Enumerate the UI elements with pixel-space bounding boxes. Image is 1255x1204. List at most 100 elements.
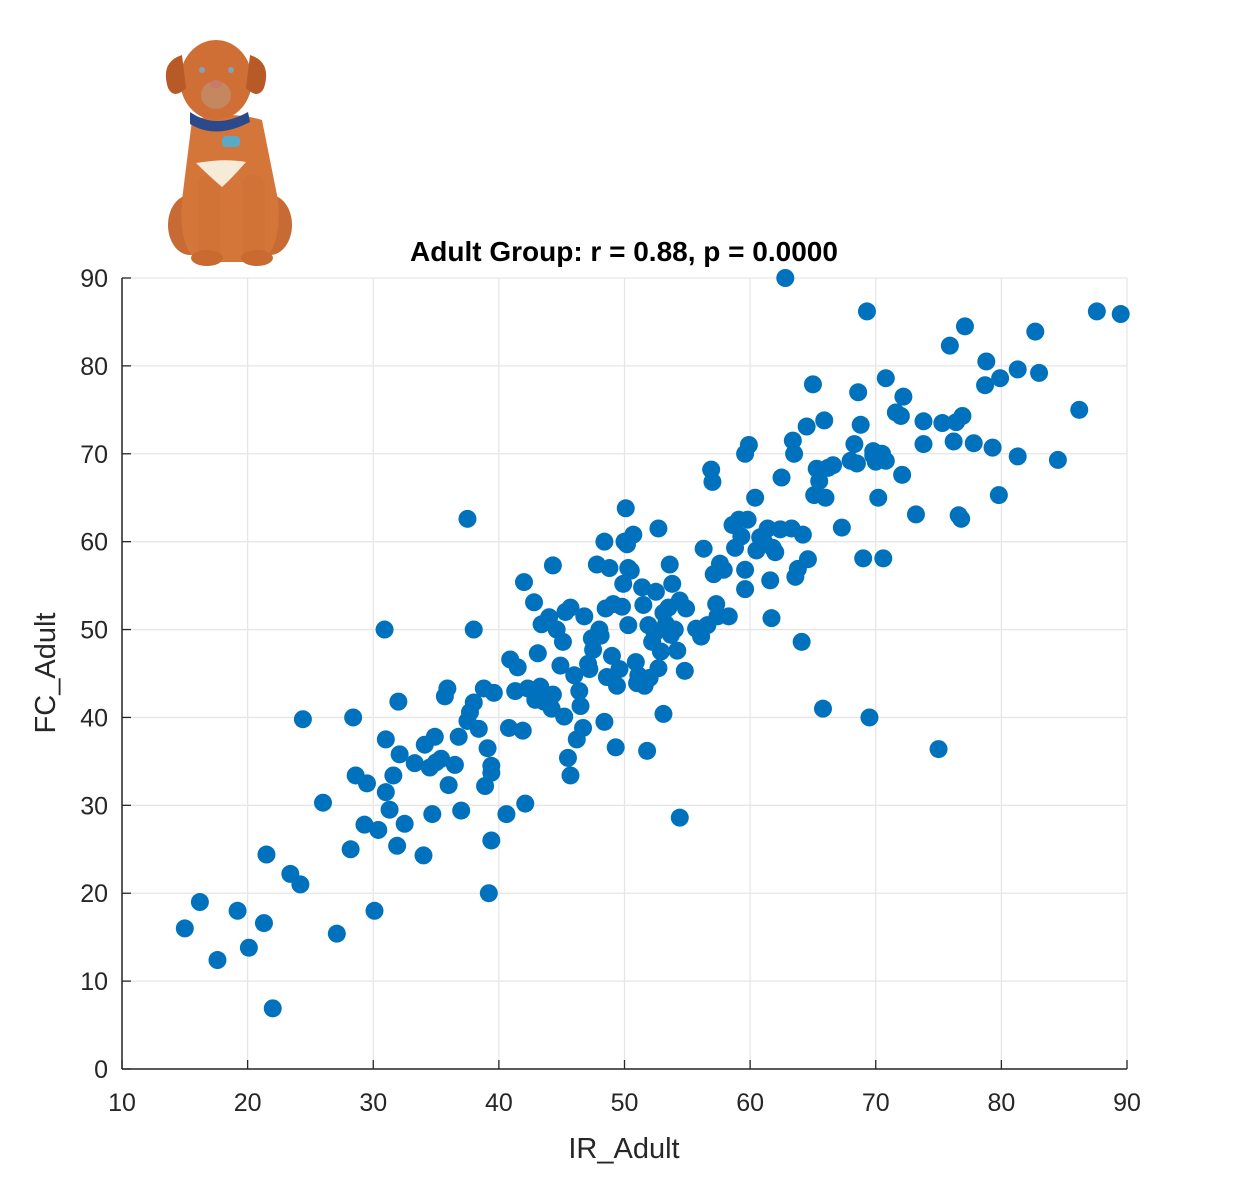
scatter-point — [388, 836, 407, 855]
y-tick-label: 30 — [80, 792, 108, 820]
scatter-point — [1070, 400, 1089, 419]
scatter-point — [513, 721, 532, 740]
scatter-point — [849, 383, 868, 402]
scatter-point — [389, 692, 408, 711]
scatter-point — [341, 840, 360, 859]
scatter-point — [508, 658, 527, 677]
scatter-point — [851, 415, 870, 434]
scatter-point — [955, 317, 974, 336]
scatter-point — [469, 719, 488, 738]
scatter-point — [1030, 363, 1049, 382]
scatter-point — [772, 468, 791, 487]
scatter-point — [703, 472, 722, 491]
scatter-point — [1008, 360, 1027, 379]
scatter-point — [602, 646, 621, 665]
scatter-point — [263, 999, 282, 1018]
scatter-point — [736, 560, 755, 579]
scatter-point — [228, 901, 247, 920]
scatter-point — [497, 805, 516, 824]
scatter-point — [803, 375, 822, 394]
scatter-point — [694, 539, 713, 558]
chart-title: Adult Group: r = 0.88, p = 0.0000 — [410, 236, 838, 267]
scatter-point — [357, 774, 376, 793]
scatter-point — [561, 766, 580, 785]
scatter-point — [1008, 447, 1027, 466]
scatter-point — [254, 914, 273, 933]
x-tick-label: 80 — [987, 1089, 1015, 1117]
scatter-point — [458, 509, 477, 528]
scatter-point — [914, 435, 933, 454]
scatter-point — [621, 561, 640, 580]
scatter-point — [792, 632, 811, 651]
scatter-point — [1048, 450, 1067, 469]
scatter-point — [714, 560, 733, 579]
scatter-point — [953, 406, 972, 425]
y-tick-label: 40 — [80, 704, 108, 732]
scatter-point — [940, 336, 959, 355]
scatter-point — [816, 488, 835, 507]
scatter-point — [929, 740, 948, 759]
scatter-point — [857, 302, 876, 321]
scatter-point — [624, 525, 643, 544]
scatter-point — [785, 444, 804, 463]
scatter-point — [677, 599, 696, 618]
y-tick-label: 0 — [94, 1056, 108, 1084]
scatter-point — [845, 435, 864, 454]
scatter-point — [614, 574, 633, 593]
scatter-point — [797, 417, 816, 436]
scatter-point — [575, 607, 594, 626]
scatter-point — [464, 693, 483, 712]
scatter-point — [654, 704, 673, 723]
y-tick-label: 70 — [80, 441, 108, 469]
scatter-point — [976, 376, 995, 395]
scatter-point — [739, 435, 758, 454]
scatter-point — [584, 640, 603, 659]
scatter-point — [445, 755, 464, 774]
scatter-point — [452, 801, 471, 820]
scatter-point — [964, 434, 983, 453]
scatter-point — [439, 776, 458, 795]
scatter-point — [634, 595, 653, 614]
scatter-point — [719, 607, 738, 626]
scatter-point — [344, 708, 363, 727]
scatter-point — [893, 465, 912, 484]
scatter-point — [558, 748, 577, 767]
scatter-point — [257, 845, 276, 864]
scatter-point — [390, 745, 409, 764]
x-tick-label: 10 — [108, 1089, 136, 1117]
data-points — [175, 269, 1130, 1018]
scatter-point — [551, 656, 570, 675]
scatter-point — [675, 661, 694, 680]
scatter-point — [660, 555, 679, 574]
scatter-point — [570, 682, 589, 701]
y-tick-label: 90 — [80, 265, 108, 293]
scatter-point — [384, 766, 403, 785]
scatter-point — [571, 697, 590, 716]
puppy-dog-icon — [165, 40, 292, 266]
y-tick-label: 20 — [80, 880, 108, 908]
scatter-point — [638, 741, 657, 760]
scatter-point — [482, 831, 501, 850]
x-tick-label: 30 — [359, 1089, 387, 1117]
scatter-point — [365, 901, 384, 920]
scatter-point — [665, 620, 684, 639]
scatter-point — [869, 488, 888, 507]
scatter-point — [762, 609, 781, 628]
scatter-point — [1026, 322, 1045, 341]
y-tick-label: 60 — [80, 529, 108, 557]
scatter-point — [376, 783, 395, 802]
scatter-point — [580, 660, 599, 679]
scatter-point — [766, 543, 785, 562]
scatter-point — [555, 707, 574, 726]
scatter-point — [543, 685, 562, 704]
x-tick-label: 70 — [862, 1089, 890, 1117]
scatter-point — [515, 573, 533, 592]
scatter-point — [616, 499, 635, 518]
scatter-point — [952, 509, 971, 528]
scatter-point — [977, 352, 996, 371]
scatter-point — [375, 620, 394, 639]
scatter-point — [449, 727, 468, 746]
scatter-point — [607, 676, 626, 695]
scatter-point — [633, 578, 652, 597]
